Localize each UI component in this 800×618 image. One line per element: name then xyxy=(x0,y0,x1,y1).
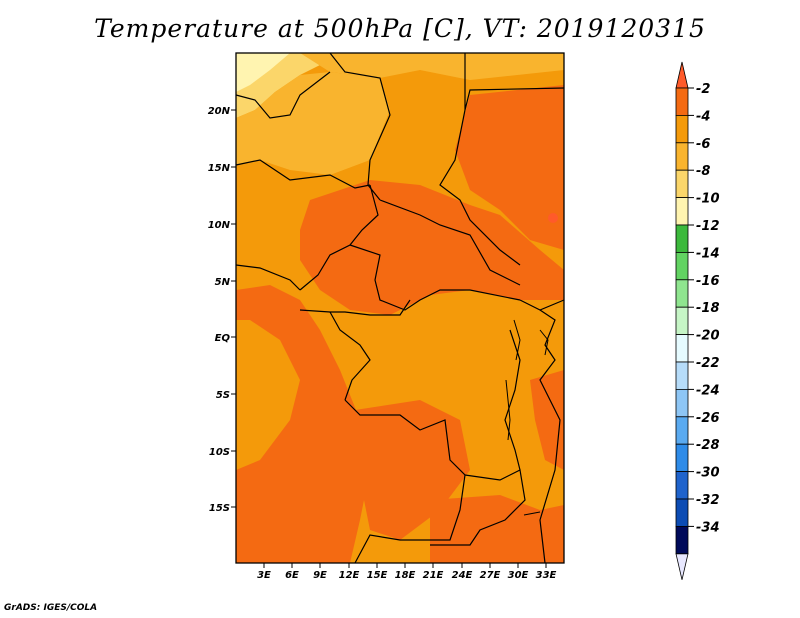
colorbar-swatch xyxy=(675,334,689,363)
colorbar-swatch xyxy=(675,306,689,336)
lon-label-33e: 33E xyxy=(536,570,557,581)
lat-label-eq: EQ xyxy=(215,333,231,344)
lon-label-18e: 18E xyxy=(395,570,416,581)
colorbar-swatch xyxy=(675,115,689,144)
lon-label-6e: 6E xyxy=(285,570,299,581)
colorbar-swatch xyxy=(675,443,689,473)
colorbar-label: -26 xyxy=(696,411,720,426)
colorbar-label: -28 xyxy=(696,438,720,453)
coolest-region-north xyxy=(236,53,290,92)
warm-region-central xyxy=(300,180,564,315)
lon-label-12e: 12E xyxy=(339,570,360,581)
map-frame xyxy=(235,52,565,564)
colorbar-swatch xyxy=(675,197,689,226)
colorbar-label: -2 xyxy=(696,82,710,97)
lon-label-30e: 30E xyxy=(508,570,529,581)
colorbar-swatch xyxy=(675,498,689,527)
warm-region-atlantic xyxy=(236,285,370,563)
lon-label-9e: 9E xyxy=(313,570,327,581)
colorbar-label: -4 xyxy=(696,109,710,124)
footer-credit: GrADS: IGES/COLA xyxy=(4,603,98,613)
lat-ticks xyxy=(231,109,236,508)
colorbar-label: -8 xyxy=(696,164,710,179)
lakes xyxy=(505,319,549,516)
lat-label-5s: 5S xyxy=(216,390,230,401)
colorbar-label: -16 xyxy=(696,274,720,289)
colorbar-label: -34 xyxy=(696,520,720,535)
hotspot xyxy=(548,213,558,223)
colorbar-label: -22 xyxy=(696,356,720,371)
colorbar-label: -6 xyxy=(696,137,710,152)
lat-label-15s: 15S xyxy=(209,503,230,514)
colorbar-swatch xyxy=(675,388,689,418)
colorbar-label: -10 xyxy=(696,192,720,207)
lon-label-3e: 3E xyxy=(257,570,271,581)
colorbar-label: -12 xyxy=(696,219,720,234)
lon-label-15e: 15E xyxy=(367,570,388,581)
lon-label-27e: 27E xyxy=(480,570,501,581)
lat-label-5n: 5N xyxy=(215,277,231,288)
colorbar-label: -18 xyxy=(696,301,720,316)
colorbar-swatch xyxy=(675,169,689,198)
warm-region-east xyxy=(530,370,564,470)
colorbar-swatch xyxy=(675,361,689,390)
colorbar-bottom-arrow xyxy=(675,553,689,580)
colorbar-label: -30 xyxy=(696,466,720,481)
colorbar: -2 -4 -6 -8 -10 -12 -14 -16 -18 -20 -22 -24 -26 -28 -3… xyxy=(675,61,720,580)
chart-title: Temperature at 500hPa [C], VT: 201912031… xyxy=(94,14,706,43)
lat-label-10s: 10S xyxy=(209,447,230,458)
lat-label-20n: 20N xyxy=(208,106,231,117)
lat-label-15n: 15N xyxy=(208,163,231,174)
colorbar-label: -24 xyxy=(696,383,720,398)
lon-label-21e: 21E xyxy=(423,570,444,581)
warm-region-south xyxy=(430,495,564,563)
colorbar-swatch xyxy=(675,87,689,116)
moderate-band-north xyxy=(300,53,564,80)
colorbar-label: -14 xyxy=(696,246,720,261)
colorbar-swatch xyxy=(675,279,689,308)
lon-label-24e: 24E xyxy=(452,570,473,581)
colorbar-label: -32 xyxy=(696,493,720,508)
colorbar-swatch xyxy=(675,471,689,500)
lon-ticks xyxy=(263,563,547,568)
colorbar-swatch xyxy=(675,142,689,171)
colorbar-swatch xyxy=(675,251,689,281)
country-borders xyxy=(235,52,565,564)
colorbar-top-arrow xyxy=(675,61,689,89)
colorbar-swatch xyxy=(675,416,689,445)
moderate-region-west xyxy=(236,72,390,175)
colorbar-label: -20 xyxy=(696,329,720,344)
colorbar-swatch xyxy=(675,526,689,555)
lat-label-10n: 10N xyxy=(208,220,231,231)
warm-region-sudan xyxy=(455,85,564,250)
colorbar-swatch xyxy=(675,224,689,253)
